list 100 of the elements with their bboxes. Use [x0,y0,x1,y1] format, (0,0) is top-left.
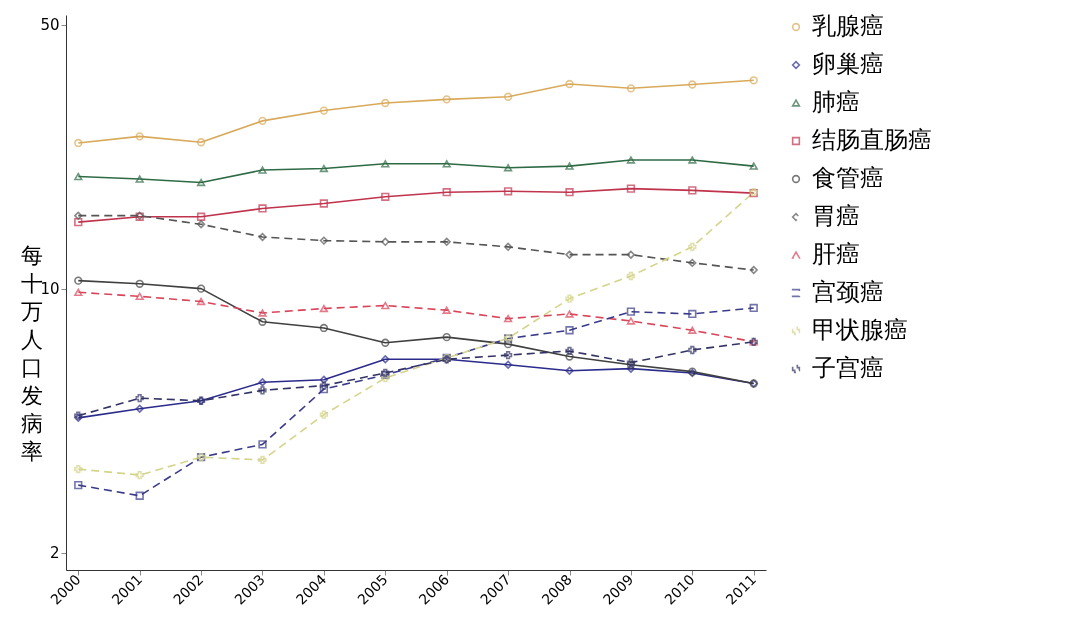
point [688,309,697,319]
legend-label: 肺癌 [812,88,860,116]
point [381,355,390,364]
point [319,236,329,245]
point [74,211,83,220]
point [503,339,513,349]
point [319,381,329,390]
legend-label: 肝癌 [812,240,860,268]
point [319,410,329,419]
point [688,156,697,164]
legend-label: 食管癌 [812,164,884,192]
point [135,491,144,500]
point [135,279,144,288]
point [381,237,390,246]
point [258,317,267,326]
point [503,360,513,369]
point [196,138,206,147]
point [319,375,329,384]
point [319,164,329,173]
point [381,192,390,201]
point [258,378,267,387]
point [565,366,574,375]
legend-label: 宫颈癌 [812,278,884,306]
point [565,346,574,356]
y-axis-title: 每十万人口发病率 [20,242,43,464]
point [503,242,513,252]
point [196,297,206,306]
point [258,455,267,465]
point [503,187,513,196]
point [688,345,697,355]
point [319,199,329,208]
point [749,303,758,313]
point [688,242,697,252]
point [565,162,574,170]
point [196,212,206,221]
point [503,163,513,172]
legend-label: 卵巢癌 [812,50,884,78]
point [258,166,267,174]
point [135,394,144,403]
point [442,188,451,197]
point [74,217,83,227]
point [503,314,513,323]
point [135,292,144,301]
point [258,386,267,395]
point [196,178,206,187]
point [749,162,758,170]
point [74,464,83,474]
point [688,80,697,89]
point [503,92,513,101]
point [442,160,451,168]
legend-label: 乳腺癌 [812,12,884,40]
legend-label: 结肠直肠癌 [812,126,932,154]
legend-label: 胃癌 [812,202,860,230]
point [442,237,451,246]
point [688,326,697,334]
point [626,156,636,164]
point [503,350,513,360]
point [258,440,267,449]
point [688,186,697,195]
legend-label: 子宫癌 [812,354,884,382]
point [319,106,329,115]
point [565,352,574,361]
point [381,301,390,310]
point [749,265,758,275]
point [565,294,574,303]
point [74,480,83,490]
legend-label: 甲状腺癌 [812,316,908,344]
point [135,404,144,413]
point [565,79,574,89]
point [135,470,144,480]
point [565,250,574,259]
point [626,250,636,259]
point [135,132,144,141]
point [258,116,267,126]
point [135,175,144,183]
point [626,271,636,281]
point [196,284,206,293]
point [442,333,451,342]
point [74,288,83,296]
point [74,172,83,181]
point [381,338,390,347]
point [626,307,636,316]
y-tick-label: 50 [40,16,60,35]
point [626,84,636,93]
point [319,384,329,394]
point [565,310,574,318]
point [381,98,390,108]
point [258,204,267,213]
point [319,323,329,333]
point [442,306,451,314]
point [258,232,267,242]
point [319,304,329,313]
point [196,220,206,229]
point [381,160,390,168]
point [442,95,451,104]
point [565,188,574,197]
point [565,326,574,335]
point [258,309,267,317]
point [626,317,636,325]
point [626,184,636,193]
